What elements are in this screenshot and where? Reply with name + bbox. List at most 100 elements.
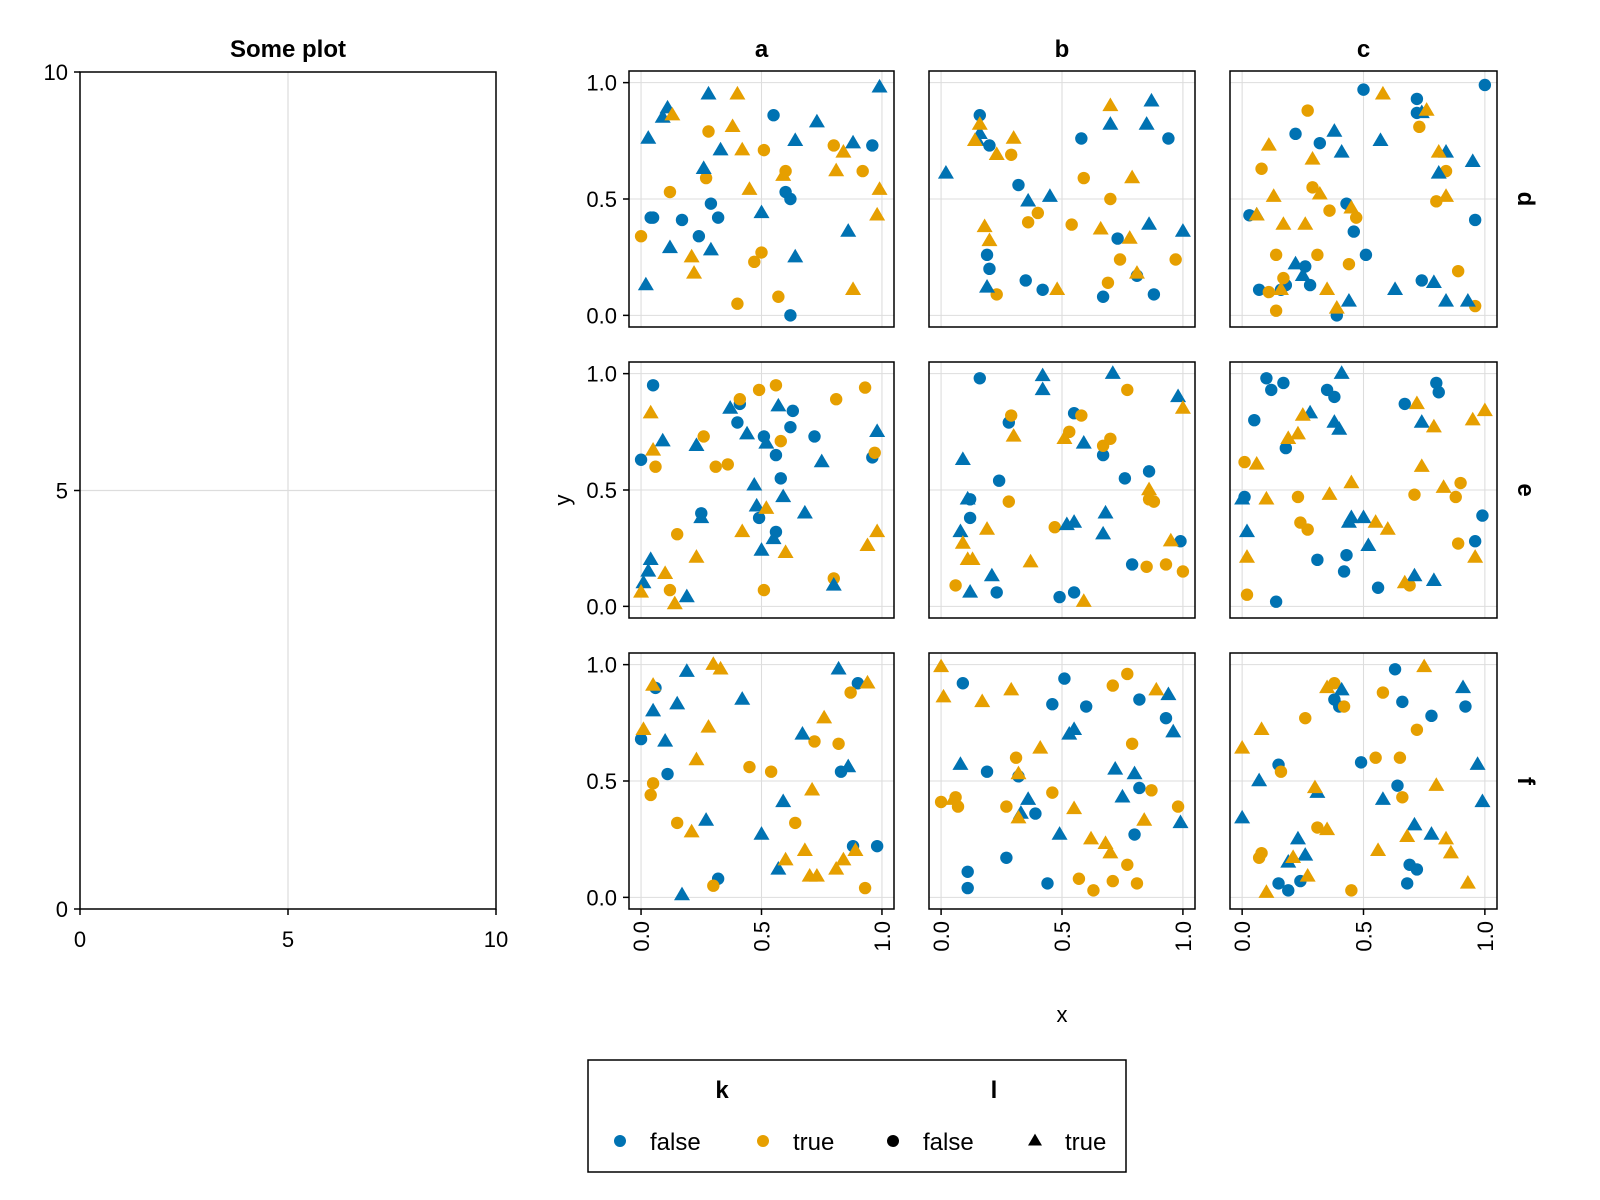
data-point	[1121, 858, 1134, 871]
data-point	[1262, 285, 1276, 299]
data-point	[963, 511, 977, 525]
data-point	[1238, 549, 1255, 563]
data-point	[1020, 791, 1037, 805]
data-point	[731, 416, 744, 429]
data-point	[1141, 481, 1158, 496]
data-point	[835, 144, 852, 158]
data-point	[1172, 814, 1189, 829]
data-point	[1121, 383, 1134, 397]
data-point	[1350, 211, 1363, 224]
data-point	[770, 397, 787, 412]
data-point	[869, 423, 886, 438]
data-point	[1396, 791, 1409, 804]
data-point	[1379, 521, 1396, 535]
facet-column-label: b	[1055, 36, 1070, 63]
data-point	[739, 425, 756, 440]
data-point	[1000, 851, 1013, 864]
data-point	[789, 816, 802, 830]
data-point	[1413, 414, 1430, 428]
data-point	[935, 688, 952, 703]
data-point	[1430, 376, 1443, 390]
data-point	[952, 756, 969, 770]
legend-item-label: false	[923, 1129, 974, 1156]
data-point	[1041, 188, 1058, 202]
data-point	[661, 767, 674, 781]
data-point	[654, 432, 671, 447]
data-point	[1474, 793, 1491, 808]
data-point	[693, 509, 710, 524]
data-point	[1029, 807, 1042, 820]
data-point	[1321, 486, 1338, 500]
data-point	[1128, 265, 1145, 279]
data-point	[1476, 402, 1493, 417]
data-point	[1170, 388, 1187, 403]
data-point	[1160, 686, 1177, 701]
data-point	[1468, 213, 1482, 227]
data-point	[1469, 756, 1486, 770]
data-point	[1289, 425, 1306, 440]
data-point	[1275, 216, 1292, 230]
data-point	[1342, 257, 1356, 271]
data-point	[959, 490, 976, 505]
data-point	[1003, 681, 1020, 696]
data-point	[688, 751, 705, 766]
data-point	[1106, 679, 1119, 692]
data-point	[777, 851, 794, 866]
data-point	[700, 719, 717, 733]
data-point	[1374, 85, 1391, 100]
data-point	[961, 865, 974, 878]
legend-marker-triangle	[1028, 1133, 1042, 1146]
data-point	[1234, 740, 1251, 754]
data-point	[683, 248, 700, 263]
data-point	[813, 453, 830, 468]
data-point	[1279, 441, 1293, 455]
x-tick-label: 0.0	[629, 921, 654, 952]
data-point	[1399, 828, 1416, 843]
data-point	[1104, 365, 1121, 379]
data-point	[683, 823, 700, 838]
data-point	[825, 577, 842, 591]
data-point	[1449, 490, 1462, 504]
data-point	[1034, 381, 1051, 396]
data-point	[992, 474, 1006, 487]
data-point	[1396, 695, 1409, 709]
data-point	[786, 404, 800, 418]
data-point	[974, 693, 991, 708]
data-point	[663, 583, 677, 597]
data-point	[1111, 232, 1124, 245]
data-point	[699, 171, 713, 185]
data-point	[765, 530, 782, 545]
data-point	[1121, 230, 1138, 244]
x-axis-label: x	[1057, 1002, 1068, 1027]
data-point	[1311, 553, 1324, 567]
data-point	[1285, 849, 1302, 863]
data-point	[640, 130, 657, 144]
data-point	[1406, 567, 1423, 582]
data-point	[934, 795, 948, 809]
x-tick-label: 0.5	[1050, 921, 1075, 952]
data-point	[1106, 874, 1119, 888]
data-point	[1260, 372, 1273, 385]
data-point	[871, 78, 888, 93]
data-point	[775, 793, 792, 808]
data-point	[1114, 788, 1131, 803]
data-point	[1141, 216, 1158, 230]
data-point	[945, 791, 962, 805]
data-point	[724, 118, 741, 133]
data-point	[1102, 844, 1119, 859]
x-tick-label: 1.0	[870, 921, 895, 952]
data-point	[1294, 267, 1311, 281]
data-point	[1021, 216, 1035, 229]
data-point	[1459, 875, 1476, 889]
data-point	[1372, 132, 1389, 147]
data-point	[709, 460, 722, 473]
data-point	[1036, 283, 1049, 296]
data-point	[1258, 490, 1275, 505]
data-point	[646, 379, 660, 392]
data-point	[702, 125, 715, 138]
data-point	[1053, 590, 1066, 604]
data-point	[1118, 472, 1132, 485]
data-point	[787, 132, 804, 147]
data-point	[988, 146, 1005, 160]
y-tick-label: 0.5	[586, 478, 617, 503]
